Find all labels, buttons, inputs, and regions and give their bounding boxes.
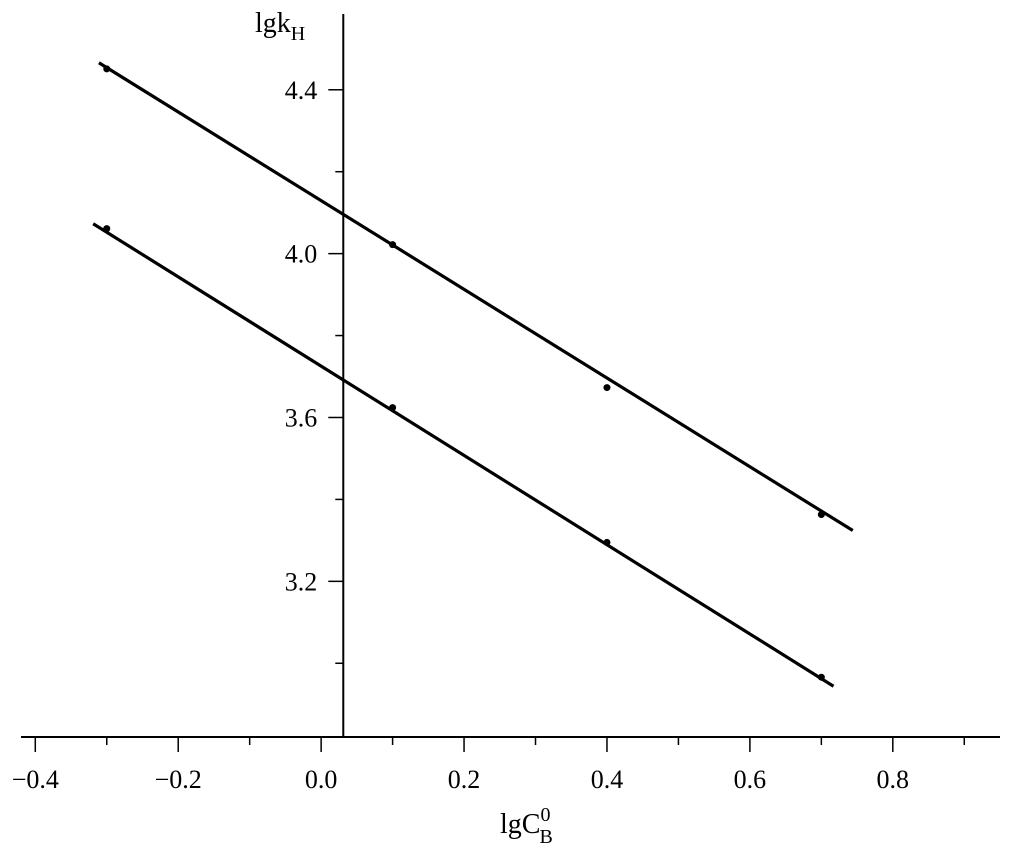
x-tick-label: 0.0 (305, 765, 338, 794)
y-tick-label: 3.6 (285, 403, 318, 432)
y-tick-label: 4.0 (285, 240, 318, 269)
x-tick-label: 0.8 (877, 765, 910, 794)
x-axis-label-sub: B (539, 826, 552, 848)
fit-line-2 (92, 222, 835, 688)
data-point-2 (603, 538, 611, 546)
x-tick-label: 0.4 (591, 765, 624, 794)
x-tick-label: −0.4 (12, 765, 59, 794)
data-point-1 (603, 384, 611, 392)
y-tick-label: 4.4 (285, 76, 318, 105)
y-axis-label: lgkH (255, 8, 305, 45)
axes: −0.4 −0.2 0.0 0.2 0.4 0.6 0.8 3.2 3.6 4.0 4.4 (12, 14, 1000, 794)
data-point-1 (103, 65, 111, 73)
x-tick-label: −0.2 (155, 765, 202, 794)
x-tick-label: 0.2 (448, 765, 481, 794)
y-axis-label-sub: H (291, 23, 305, 45)
data-point-2 (389, 404, 397, 412)
data-point-1 (817, 511, 825, 519)
y-tick-label: 3.2 (285, 567, 318, 596)
x-axis-label: lgC0 B (500, 804, 553, 848)
data-point-2 (817, 673, 825, 681)
x-tick-label: 0.6 (734, 765, 767, 794)
x-axis-label-sup: 0 (540, 804, 550, 826)
fit-line-1 (98, 61, 854, 532)
data-point-1 (389, 241, 397, 249)
plot-area (92, 61, 854, 688)
data-point-2 (103, 225, 111, 233)
